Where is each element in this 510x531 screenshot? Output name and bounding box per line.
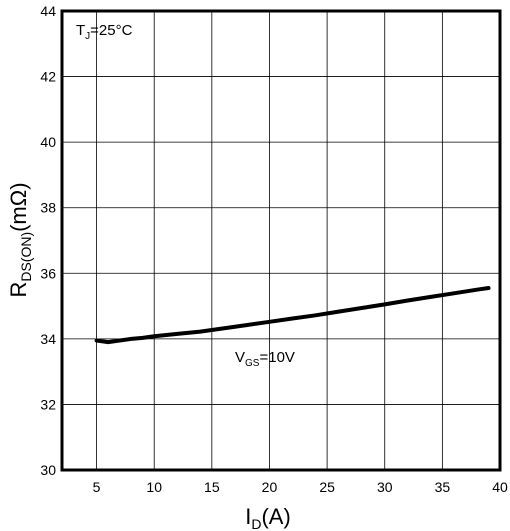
y-tick-label: 30 — [40, 462, 56, 478]
tick-labels: 5 10 15 20 25 30 35 40 30 32 34 36 38 40 42 44 — [40, 3, 508, 495]
plot-frame — [60, 9, 502, 472]
y-tick-label: 44 — [40, 3, 56, 19]
x-tick-label: 10 — [146, 479, 162, 495]
x-tick-label: 35 — [435, 479, 451, 495]
series-line-rds-on — [94, 286, 491, 345]
y-tick-label: 32 — [40, 396, 56, 412]
x-tick-label: 40 — [492, 479, 508, 495]
grid — [62, 11, 500, 470]
x-tick-label: 20 — [262, 479, 278, 495]
vgs-annotation: VGS=10V — [235, 349, 295, 369]
x-tick-label: 25 — [319, 479, 335, 495]
y-tick-label: 40 — [40, 134, 56, 150]
y-tick-label: 36 — [40, 265, 56, 281]
x-axis-label: ID(A) — [245, 504, 291, 531]
x-tick-label: 30 — [377, 479, 393, 495]
y-tick-label: 38 — [40, 200, 56, 216]
tj-annotation: TJ=25°C — [76, 22, 133, 42]
y-axis-label: RDS(ON)(mΩ) — [6, 182, 34, 297]
x-tick-label: 5 — [93, 479, 101, 495]
y-tick-label: 34 — [40, 331, 56, 347]
x-tick-label: 15 — [204, 479, 220, 495]
y-tick-label: 42 — [40, 69, 56, 85]
